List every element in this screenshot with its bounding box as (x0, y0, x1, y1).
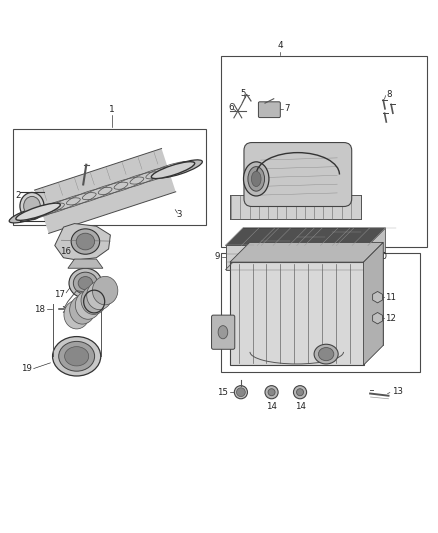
Ellipse shape (73, 272, 97, 294)
Text: 18: 18 (34, 305, 45, 314)
Ellipse shape (76, 233, 95, 250)
Ellipse shape (78, 277, 93, 290)
Polygon shape (250, 243, 383, 345)
Ellipse shape (268, 389, 275, 395)
Ellipse shape (87, 281, 112, 310)
Text: 11: 11 (385, 293, 396, 302)
Text: 19: 19 (21, 364, 32, 373)
FancyBboxPatch shape (244, 142, 352, 206)
Text: 13: 13 (392, 387, 403, 396)
Text: 14: 14 (266, 402, 277, 411)
Text: 7: 7 (284, 104, 290, 114)
Ellipse shape (248, 167, 265, 191)
Text: 16: 16 (60, 247, 71, 256)
Polygon shape (35, 149, 176, 233)
Ellipse shape (24, 197, 40, 216)
Ellipse shape (297, 389, 304, 395)
Ellipse shape (71, 229, 99, 254)
Text: 9: 9 (215, 252, 220, 261)
Bar (13, 128, 206, 225)
Ellipse shape (293, 386, 307, 399)
Polygon shape (230, 243, 383, 262)
Polygon shape (364, 243, 383, 365)
Text: 15: 15 (217, 387, 228, 397)
Text: 17: 17 (54, 289, 65, 298)
Text: 10: 10 (376, 252, 387, 261)
Ellipse shape (314, 344, 338, 364)
Text: 2: 2 (16, 191, 21, 200)
Ellipse shape (64, 346, 88, 366)
Bar (226, 246, 368, 270)
FancyBboxPatch shape (212, 315, 235, 349)
Text: 4: 4 (278, 41, 283, 50)
Bar (230, 262, 364, 365)
Bar (221, 56, 427, 247)
Text: 1: 1 (109, 105, 115, 114)
Ellipse shape (81, 286, 106, 314)
Ellipse shape (64, 301, 89, 329)
Ellipse shape (59, 342, 95, 371)
Text: 5: 5 (240, 89, 246, 98)
Ellipse shape (157, 160, 202, 178)
Ellipse shape (244, 162, 269, 196)
Text: 6: 6 (228, 103, 233, 112)
Ellipse shape (16, 203, 60, 220)
Polygon shape (68, 259, 103, 268)
Ellipse shape (69, 268, 102, 298)
Circle shape (237, 388, 245, 397)
Ellipse shape (234, 386, 247, 399)
Ellipse shape (53, 336, 101, 376)
Text: 3: 3 (177, 211, 182, 219)
Text: 12: 12 (385, 314, 396, 322)
Bar (230, 195, 361, 219)
Ellipse shape (218, 326, 228, 339)
FancyBboxPatch shape (258, 102, 280, 118)
Bar (221, 253, 420, 372)
Polygon shape (368, 228, 385, 270)
Text: 8: 8 (387, 90, 392, 99)
Ellipse shape (9, 205, 55, 223)
Ellipse shape (318, 348, 334, 361)
Ellipse shape (151, 161, 195, 179)
Ellipse shape (20, 192, 44, 220)
Polygon shape (55, 223, 110, 260)
Ellipse shape (265, 386, 278, 399)
Text: 14: 14 (294, 402, 306, 411)
Ellipse shape (75, 291, 101, 319)
Ellipse shape (70, 296, 95, 324)
Polygon shape (226, 228, 385, 246)
Ellipse shape (92, 276, 118, 305)
Ellipse shape (251, 171, 261, 187)
